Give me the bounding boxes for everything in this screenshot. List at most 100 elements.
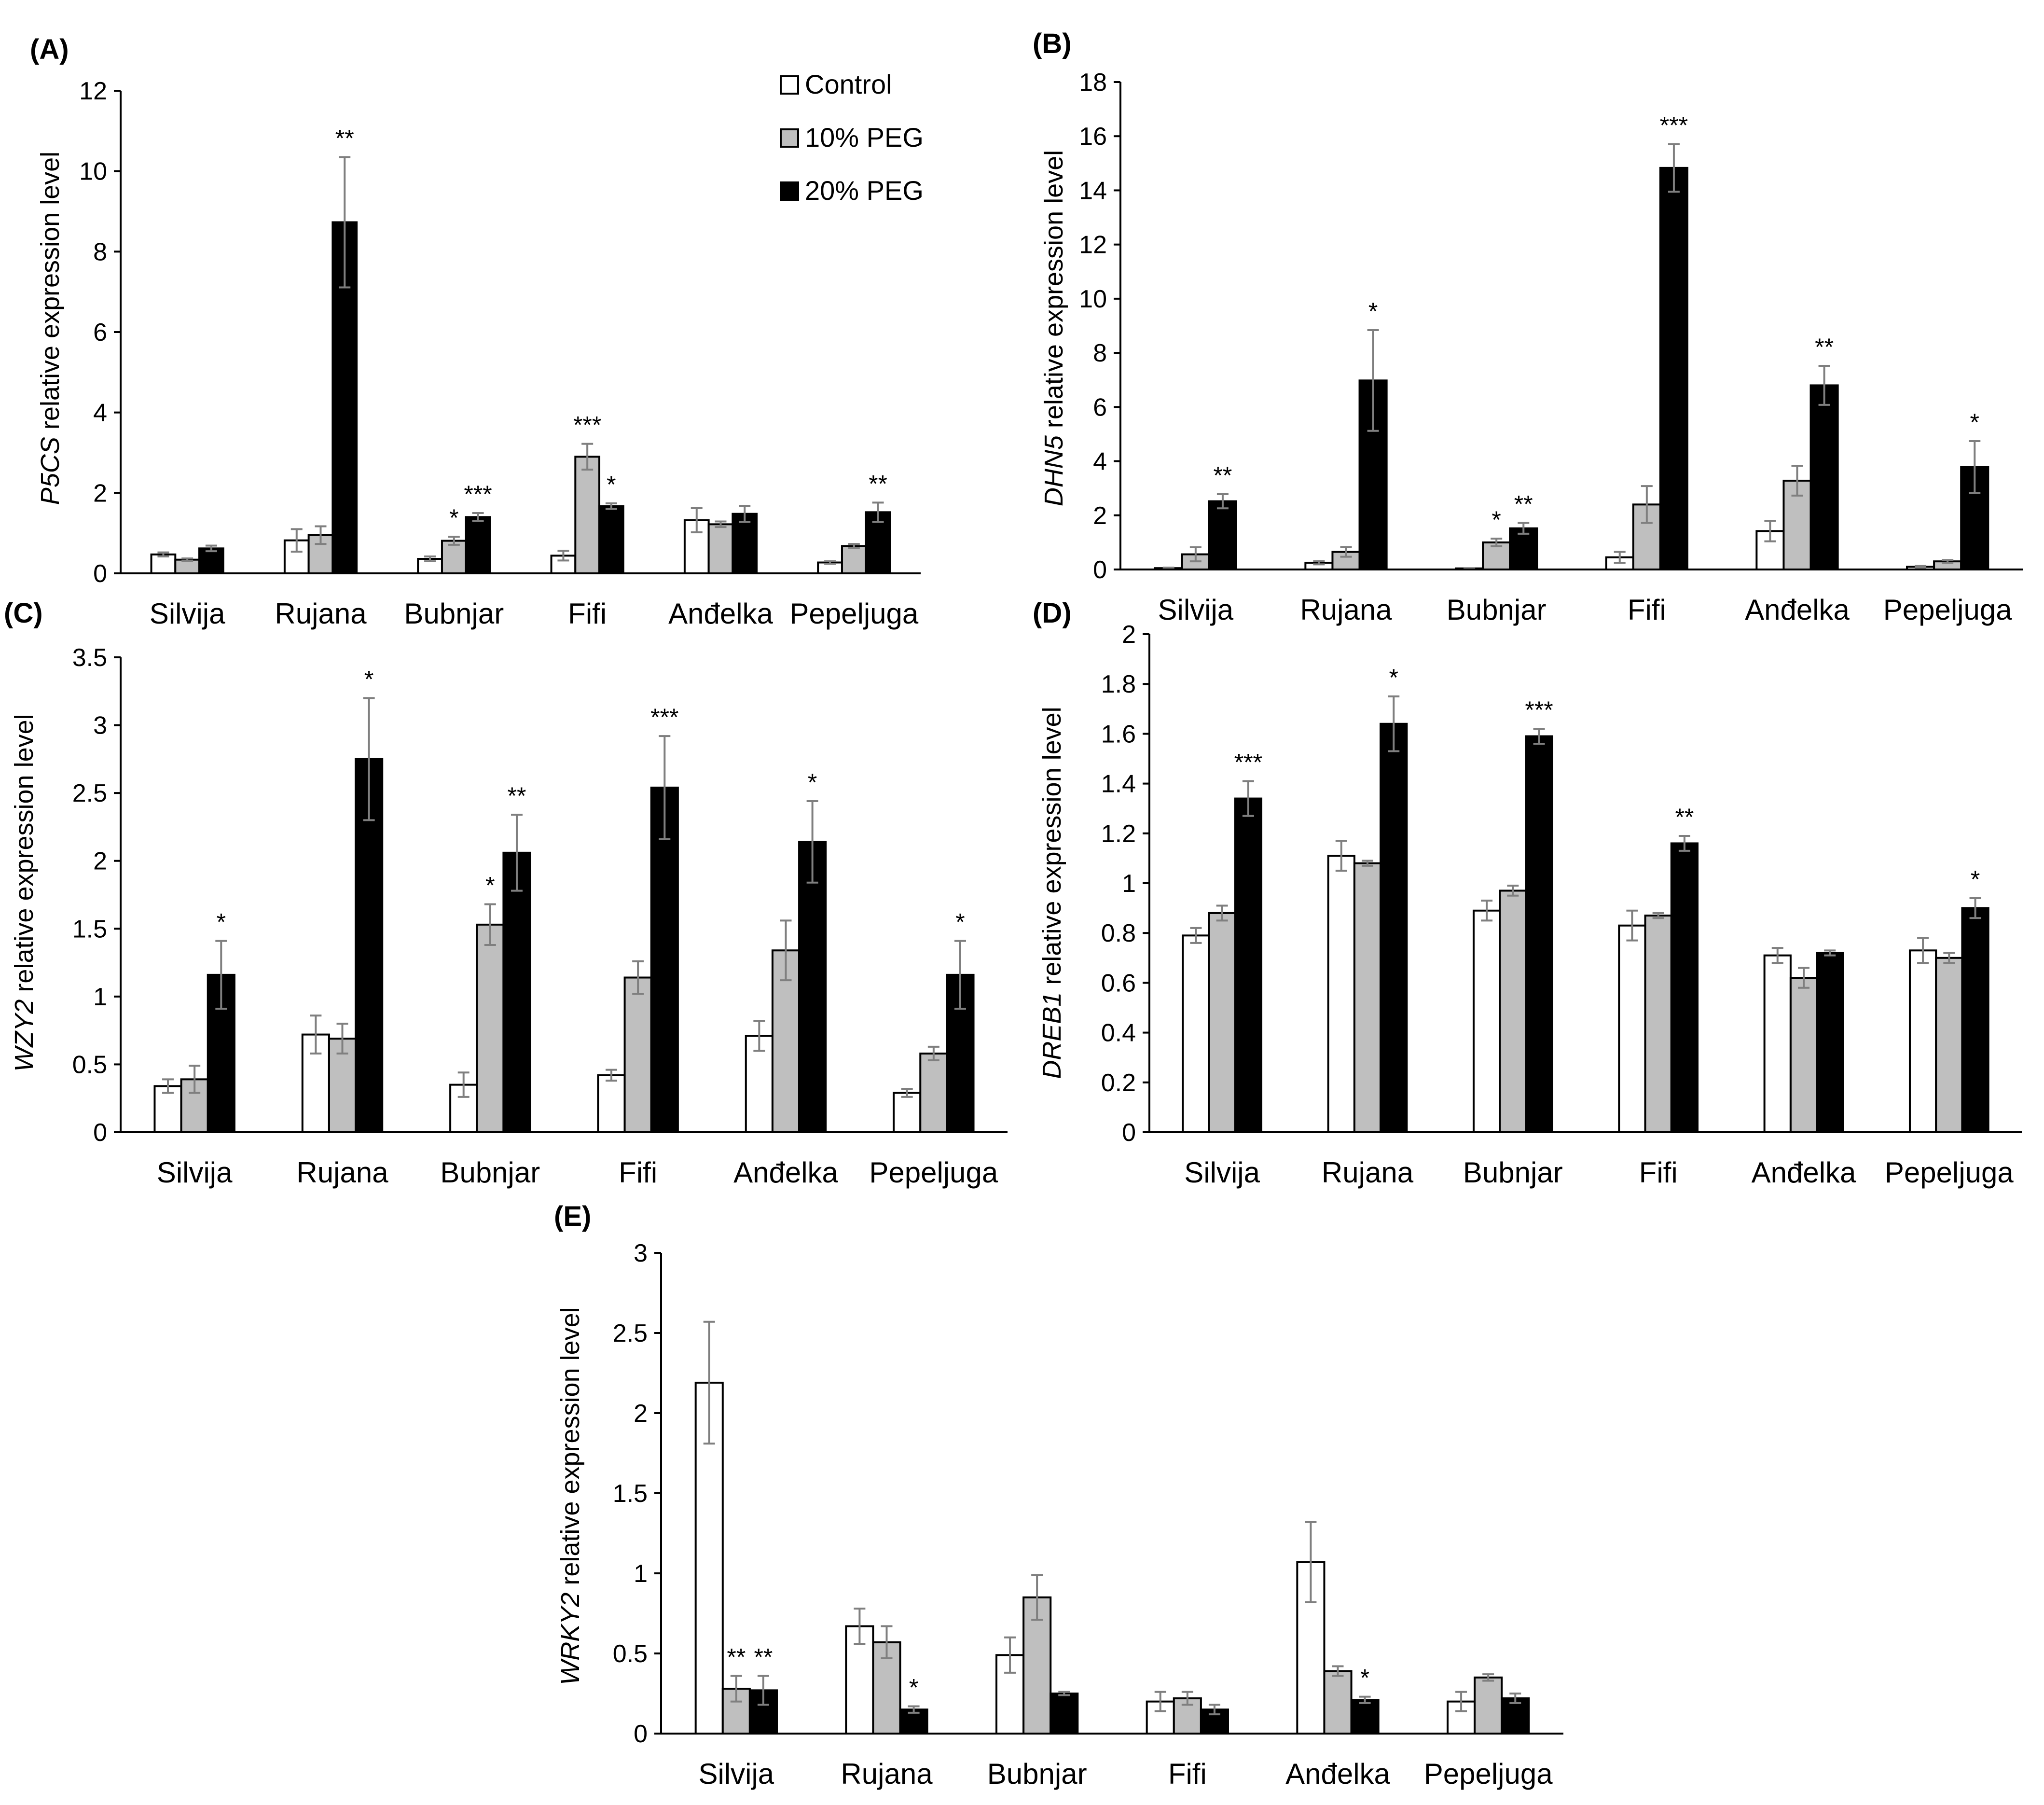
error-bar-a-silvija-20-peg bbox=[205, 544, 217, 553]
y-tick-label-d: 1 bbox=[1122, 870, 1136, 898]
significance-a-bubnjar-10-peg: * bbox=[449, 504, 458, 531]
significance-b-bubnjar-10-peg: * bbox=[1492, 506, 1501, 533]
error-bar-a-silvija-10-peg bbox=[181, 557, 193, 562]
error-bar-d-rujana-control bbox=[1335, 840, 1347, 872]
significance-c-pepeljuga-20-peg: * bbox=[955, 909, 965, 936]
y-tick-label-c: 3 bbox=[93, 712, 107, 740]
error-bar-a-andelka-10-peg bbox=[715, 520, 727, 528]
plot-a-p5cs: 024681012Silvija**Rujana****Bubnjar****F… bbox=[79, 77, 921, 630]
bar-c-bubnjar-10-peg bbox=[476, 923, 505, 1133]
legend-swatch-control bbox=[780, 75, 799, 95]
y-tick-label-a: 4 bbox=[93, 399, 107, 427]
legend-label-control: Control bbox=[805, 69, 892, 99]
error-bar-d-fifi-10-peg bbox=[1652, 912, 1664, 919]
error-bar-d-fifi-control bbox=[1626, 909, 1638, 942]
y-tick-label-a: 8 bbox=[93, 238, 107, 266]
x-category-label-d: Rujana bbox=[1322, 1156, 1414, 1189]
error-bar-e-andelka-20-peg bbox=[1359, 1695, 1371, 1704]
error-bar-e-andelka-10-peg bbox=[1332, 1665, 1344, 1677]
panel-label-e: (E) bbox=[554, 1201, 591, 1232]
bar-e-pepeljuga-20-peg bbox=[1501, 1697, 1530, 1735]
significance-a-bubnjar-20-peg: *** bbox=[464, 481, 492, 508]
error-bar-a-fifi-20-peg bbox=[605, 502, 617, 510]
y-tick-label-b: 8 bbox=[1093, 339, 1107, 367]
y-tick-label-d: 1.4 bbox=[1101, 770, 1136, 798]
x-category-label-c: Pepeljuga bbox=[869, 1156, 998, 1189]
y-tick-label-a: 0 bbox=[93, 560, 107, 588]
y-tick-label-e: 2 bbox=[634, 1400, 648, 1428]
bar-c-bubnjar-20-peg bbox=[502, 851, 531, 1133]
error-bar-b-andelka-20-peg bbox=[1818, 365, 1830, 406]
error-bar-b-bubnjar-20-peg bbox=[1518, 522, 1530, 535]
bar-e-bubnjar-20-peg bbox=[1050, 1693, 1079, 1735]
bar-d-bubnjar-control bbox=[1472, 909, 1501, 1133]
y-tick-label-b: 16 bbox=[1079, 123, 1107, 151]
x-category-label-e: Bubnjar bbox=[987, 1758, 1087, 1790]
error-bar-e-silvija-control bbox=[703, 1320, 715, 1445]
ylabel-e-suffix: relative expression level bbox=[556, 1307, 585, 1592]
error-bar-d-bubnjar-10-peg bbox=[1507, 885, 1519, 897]
bar-a-fifi-20-peg bbox=[598, 505, 624, 575]
error-bar-d-pepeljuga-10-peg bbox=[1943, 952, 1955, 964]
significance-d-bubnjar-20-peg: *** bbox=[1525, 696, 1553, 723]
x-category-label-b: Bubnjar bbox=[1447, 594, 1547, 626]
plot-d-dreb1: 00.20.40.60.811.21.41.61.82***Silvija*Ru… bbox=[1101, 621, 2022, 1189]
error-bar-e-bubnjar-10-peg bbox=[1031, 1574, 1043, 1621]
error-bar-c-rujana-control bbox=[310, 1014, 322, 1055]
ylabel-e-gene: WRKY2 bbox=[556, 1593, 585, 1685]
legend-label-20-peg: 20% PEG bbox=[805, 175, 924, 206]
significance-a-fifi-10-peg: *** bbox=[573, 412, 601, 439]
significance-c-andelka-20-peg: * bbox=[808, 769, 817, 796]
bar-e-andelka-20-peg bbox=[1350, 1699, 1380, 1735]
bar-d-pepeljuga-20-peg bbox=[1961, 907, 1989, 1133]
error-bar-d-andelka-control bbox=[1771, 947, 1783, 964]
bar-d-andelka-10-peg bbox=[1789, 977, 1818, 1133]
error-bar-a-bubnjar-20-peg bbox=[472, 512, 484, 522]
y-tick-label-b: 12 bbox=[1079, 231, 1107, 259]
y-tick-label-e: 1.5 bbox=[613, 1480, 648, 1508]
significance-d-rujana-20-peg: * bbox=[1389, 664, 1398, 691]
bar-c-andelka-20-peg bbox=[798, 841, 827, 1133]
error-bar-b-rujana-10-peg bbox=[1340, 546, 1352, 558]
bar-c-fifi-20-peg bbox=[650, 786, 679, 1133]
bar-e-pepeljuga-10-peg bbox=[1474, 1676, 1503, 1735]
error-bar-b-silvija-20-peg bbox=[1216, 493, 1229, 510]
bar-c-fifi-control bbox=[597, 1074, 626, 1133]
error-bar-e-bubnjar-20-peg bbox=[1058, 1691, 1070, 1696]
y-tick-label-d: 1.2 bbox=[1101, 820, 1136, 848]
significance-a-pepeljuga-20-peg: ** bbox=[869, 470, 887, 497]
error-bar-c-bubnjar-10-peg bbox=[484, 903, 496, 946]
error-bar-e-pepeljuga-control bbox=[1455, 1691, 1467, 1712]
significance-c-bubnjar-10-peg: * bbox=[485, 872, 495, 899]
error-bar-d-bubnjar-20-peg bbox=[1533, 728, 1545, 745]
error-bar-d-rujana-10-peg bbox=[1362, 860, 1373, 867]
y-tick-label-b: 6 bbox=[1093, 393, 1107, 421]
significance-e-rujana-20-peg: * bbox=[909, 1674, 918, 1701]
y-tick-label-e: 0 bbox=[634, 1720, 648, 1748]
x-category-label-d: Silvija bbox=[1184, 1156, 1260, 1189]
ylabel-a-suffix: relative expression level bbox=[36, 152, 65, 437]
error-bar-c-fifi-10-peg bbox=[632, 960, 644, 995]
x-category-label-c: Anđelka bbox=[733, 1156, 838, 1189]
x-category-label-b: Anđelka bbox=[1745, 594, 1850, 626]
x-category-label-d: Bubnjar bbox=[1463, 1156, 1563, 1189]
error-bar-c-andelka-20-peg bbox=[806, 800, 818, 884]
x-category-label-e: Silvija bbox=[698, 1758, 774, 1790]
error-bar-e-rujana-20-peg bbox=[908, 1705, 920, 1714]
significance-b-pepeljuga-20-peg: * bbox=[1970, 409, 1979, 436]
y-tick-label-d: 1.8 bbox=[1101, 670, 1136, 698]
error-bar-b-pepeljuga-control bbox=[1915, 565, 1927, 569]
significance-e-silvija-20-peg: ** bbox=[754, 1643, 773, 1670]
y-tick-label-b: 0 bbox=[1093, 556, 1107, 584]
error-bar-d-silvija-control bbox=[1190, 927, 1202, 944]
x-category-label-e: Anđelka bbox=[1285, 1758, 1390, 1790]
ylabel-a-gene: P5CS bbox=[36, 437, 65, 505]
y-tick-label-c: 2 bbox=[93, 847, 107, 875]
error-bar-b-fifi-control bbox=[1614, 551, 1626, 564]
significance-a-rujana-20-peg: ** bbox=[335, 125, 354, 152]
x-category-label-b: Pepeljuga bbox=[1883, 594, 2013, 626]
error-bar-c-silvija-10-peg bbox=[189, 1065, 201, 1094]
y-tick-label-e: 3 bbox=[634, 1239, 648, 1267]
significance-a-fifi-20-peg: * bbox=[607, 471, 616, 498]
error-bar-b-andelka-10-peg bbox=[1791, 465, 1803, 497]
